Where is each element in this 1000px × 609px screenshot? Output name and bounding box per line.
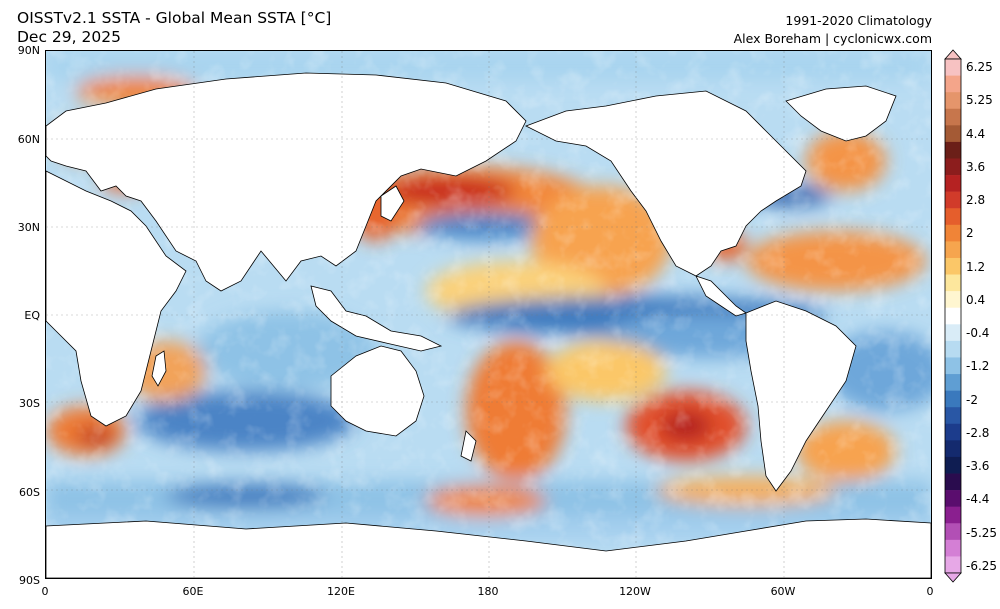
colorbar-swatch <box>945 158 961 176</box>
japan <box>380 185 405 222</box>
lat-tick-90n: 90N <box>17 44 40 57</box>
colorbar-swatch <box>945 473 961 491</box>
colorbar-swatch <box>945 175 961 192</box>
colorbar-label: -4.4 <box>966 492 990 507</box>
map-title: OISSTv2.1 SSTA - Global Mean SSTA [°C] D… <box>17 9 331 47</box>
colorbar-swatch <box>945 539 961 557</box>
colorbar-swatch <box>945 456 961 474</box>
map-panel <box>45 50 932 579</box>
south-america <box>745 300 857 492</box>
antarctica <box>46 518 931 578</box>
colorbar-swatch <box>945 523 961 541</box>
new-zealand <box>460 430 477 462</box>
colorbar-swatch <box>945 59 961 76</box>
colorbar-label: 6.25 <box>966 60 993 74</box>
colorbar-label: 2 <box>966 226 974 241</box>
colorbar-swatch <box>945 191 961 209</box>
colorbar-swatch <box>945 490 961 507</box>
colorbar-swatch <box>945 374 961 391</box>
colorbar <box>944 49 962 583</box>
colorbar-swatch <box>945 407 961 425</box>
lon-tick-60e: 60E <box>182 585 204 598</box>
colorbar-swatch <box>945 506 961 524</box>
lat-tick-60s: 60S <box>19 486 40 499</box>
lon-tick-0: 0 <box>41 585 49 598</box>
colorbar-swatch <box>945 291 961 309</box>
colorbar-swatch <box>945 241 961 259</box>
colorbar-swatch <box>945 423 961 441</box>
colorbar-swatch <box>945 208 961 226</box>
colorbar-arrow-min <box>944 572 962 583</box>
lat-tick-30n: 30N <box>17 221 40 234</box>
lat-tick-60n: 60N <box>17 133 40 146</box>
climatology-label: 1991-2020 Climatology <box>785 13 932 28</box>
colorbar-label: -6.25 <box>966 559 998 573</box>
ssta-map <box>46 51 931 578</box>
colorbar-label: 1.2 <box>966 259 986 274</box>
colorbar-label: -3.6 <box>966 459 990 474</box>
lon-tick-120e: 120E <box>327 585 355 598</box>
maritime-continent <box>310 285 443 352</box>
lat-tick-30s: 30S <box>19 397 40 410</box>
africa <box>46 170 187 427</box>
product-title: OISSTv2.1 SSTA - Global Mean SSTA [°C] <box>17 9 332 27</box>
lon-tick-120w: 120W <box>619 585 651 598</box>
colorbar-swatch <box>945 257 961 275</box>
lon-tick-60w: 60W <box>770 585 796 598</box>
colorbar-label: -2.8 <box>966 425 990 440</box>
colorbar-label: -1.2 <box>966 359 990 374</box>
lat-tick-eq: EQ <box>24 309 40 322</box>
colorbar-swatch <box>945 108 961 126</box>
colorbar-label: 4.4 <box>966 126 986 141</box>
lat-tick-90s: 90S <box>19 574 40 587</box>
eurasia <box>46 72 527 292</box>
colorbar-swatch <box>945 92 961 110</box>
colorbar-swatch <box>945 390 961 408</box>
colorbar-swatch <box>945 440 961 458</box>
date-label: Dec 29, 2025 <box>17 28 121 46</box>
colorbar-swatch <box>945 274 961 292</box>
north-america <box>525 90 807 277</box>
colorbar-label: -5.25 <box>966 525 998 540</box>
colorbar-swatch <box>945 224 961 242</box>
colorbar-label: -2 <box>966 392 978 407</box>
colorbar-swatch <box>945 324 961 342</box>
lon-tick-0-east: 0 <box>926 585 934 598</box>
colorbar-label: 0.4 <box>966 292 986 307</box>
colorbar-swatch <box>945 340 961 358</box>
land <box>46 72 931 578</box>
colorbar-swatch <box>945 556 961 574</box>
colorbar-swatch <box>945 141 961 159</box>
colorbar-swatch <box>945 125 961 143</box>
madagascar <box>151 350 167 387</box>
colorbar-swatch <box>945 75 961 93</box>
colorbar-swatch <box>945 307 961 325</box>
colorbar-label: 2.8 <box>966 193 986 208</box>
colorbar-label: -0.4 <box>966 326 990 341</box>
colorbar-swatch <box>945 357 961 375</box>
map-credits: 1991-2020 Climatology Alex Boreham | cyc… <box>734 12 932 48</box>
greenland <box>785 85 897 142</box>
colorbar-label: 3.6 <box>966 159 986 174</box>
colorbar-label: 5.25 <box>966 93 993 108</box>
credit-label: Alex Boreham | cyclonicwx.com <box>733 31 932 46</box>
australia <box>330 345 425 437</box>
lon-tick-180: 180 <box>477 585 499 598</box>
colorbar-arrow-max <box>944 49 962 60</box>
